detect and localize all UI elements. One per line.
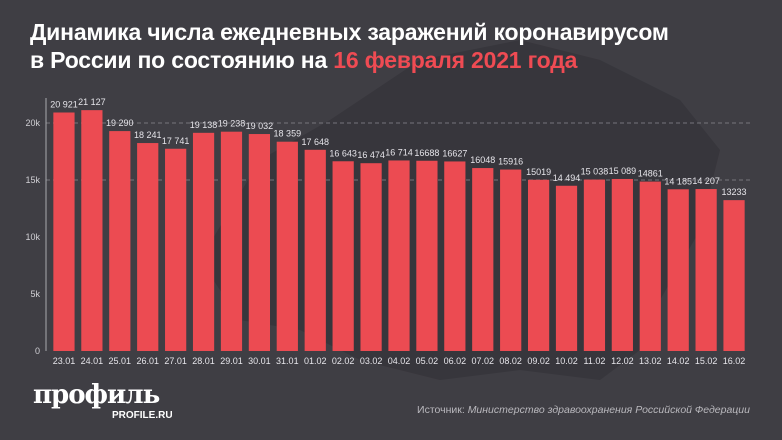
x-tick-label: 26.01 xyxy=(136,356,159,366)
bar xyxy=(192,132,215,351)
data-label: 17 648 xyxy=(301,137,329,147)
bar xyxy=(304,149,326,351)
bar xyxy=(220,131,243,351)
data-label: 20 921 xyxy=(50,100,78,110)
x-tick-label: 09.02 xyxy=(527,356,550,366)
data-label: 16 643 xyxy=(329,148,357,158)
x-tick-label: 06.02 xyxy=(444,356,467,366)
chart-title: Динамика числа ежедневных заражений коро… xyxy=(30,18,669,74)
x-tick-label: 05.02 xyxy=(416,356,439,366)
x-tick-label: 27.01 xyxy=(164,356,187,366)
bar xyxy=(416,160,438,351)
x-tick-label: 04.02 xyxy=(388,356,411,366)
x-tick-label: 24.01 xyxy=(81,356,104,366)
data-label: 15916 xyxy=(498,157,523,167)
data-label: 16 474 xyxy=(357,150,385,160)
y-tick-label: 20k xyxy=(25,118,40,128)
x-tick-label: 11.02 xyxy=(584,356,606,366)
data-label: 16688 xyxy=(414,148,439,158)
y-tick-label: 0 xyxy=(35,346,40,356)
bar xyxy=(667,189,689,351)
x-tick-label: 03.02 xyxy=(360,356,383,366)
title-line-2: в России по состоянию на 16 февраля 2021… xyxy=(30,46,669,74)
bar xyxy=(388,160,410,351)
x-tick-label: 25.01 xyxy=(109,356,132,366)
y-tick-label: 10k xyxy=(25,232,40,242)
data-label: 15019 xyxy=(526,167,551,177)
x-tick-label: 14.02 xyxy=(667,356,690,366)
x-tick-label: 13.02 xyxy=(639,356,662,366)
data-label: 16 714 xyxy=(385,147,413,157)
logo: профиль xyxy=(33,380,160,410)
data-label: 19 238 xyxy=(218,119,246,129)
data-label: 18 241 xyxy=(134,130,162,140)
title-prefix: в России по состоянию на xyxy=(30,47,334,73)
data-label: 16627 xyxy=(442,148,467,158)
bar xyxy=(276,141,298,351)
bar xyxy=(639,181,661,351)
x-tick-label: 29.01 xyxy=(220,356,243,366)
data-label: 17 741 xyxy=(162,136,190,146)
x-tick-label: 10.02 xyxy=(555,356,578,366)
x-tick-label: 02.02 xyxy=(332,356,355,366)
data-label: 15 038 xyxy=(581,167,609,177)
bar xyxy=(81,110,103,352)
title-line-1: Динамика числа ежедневных заражений коро… xyxy=(30,19,669,45)
x-tick-label: 30.01 xyxy=(248,356,271,366)
data-label: 18 359 xyxy=(274,129,302,139)
data-label: 14861 xyxy=(638,169,663,179)
x-tick-label: 12.02 xyxy=(611,356,634,366)
bar xyxy=(332,161,354,351)
y-tick-label: 5k xyxy=(30,289,40,299)
bar xyxy=(360,163,382,351)
bar xyxy=(472,168,494,351)
bar xyxy=(500,169,522,351)
bar xyxy=(527,179,550,351)
bar xyxy=(555,185,578,351)
bar xyxy=(248,134,271,351)
logo-subtitle: PROFILE.RU xyxy=(112,410,173,421)
data-label: 14 185 xyxy=(664,176,692,186)
bar xyxy=(583,179,606,351)
bar xyxy=(109,131,131,351)
bar xyxy=(611,178,633,351)
y-tick-label: 15k xyxy=(25,175,40,185)
data-label: 13233 xyxy=(722,187,747,197)
x-tick-label: 01.02 xyxy=(304,356,327,366)
data-label: 19 138 xyxy=(190,120,218,130)
data-label: 19 290 xyxy=(106,118,134,128)
bar xyxy=(695,189,717,351)
x-tick-label: 15.02 xyxy=(695,356,718,366)
data-label: 21 127 xyxy=(78,97,106,107)
x-tick-label: 23.01 xyxy=(53,356,76,366)
source-text: Министерство здравоохранения Российской … xyxy=(467,404,750,416)
data-label: 19 032 xyxy=(246,121,274,131)
bar xyxy=(53,112,75,351)
bar xyxy=(723,200,745,351)
source-label: Источник: xyxy=(417,404,468,416)
x-tick-label: 31.01 xyxy=(276,356,299,366)
data-label: 16048 xyxy=(470,155,495,165)
title-date: 16 февраля 2021 года xyxy=(333,47,578,73)
x-tick-label: 28.01 xyxy=(192,356,215,366)
source-note: Источник: Министерство здравоохранения Р… xyxy=(417,404,750,416)
x-tick-label: 16.02 xyxy=(723,356,746,366)
bar xyxy=(137,143,159,351)
data-label: 14 207 xyxy=(692,176,720,186)
x-tick-label: 08.02 xyxy=(499,356,522,366)
x-tick-label: 07.02 xyxy=(471,356,494,366)
data-label: 15 089 xyxy=(609,166,637,176)
data-label: 14 494 xyxy=(553,173,581,183)
bar xyxy=(165,148,187,351)
bar xyxy=(444,161,466,351)
